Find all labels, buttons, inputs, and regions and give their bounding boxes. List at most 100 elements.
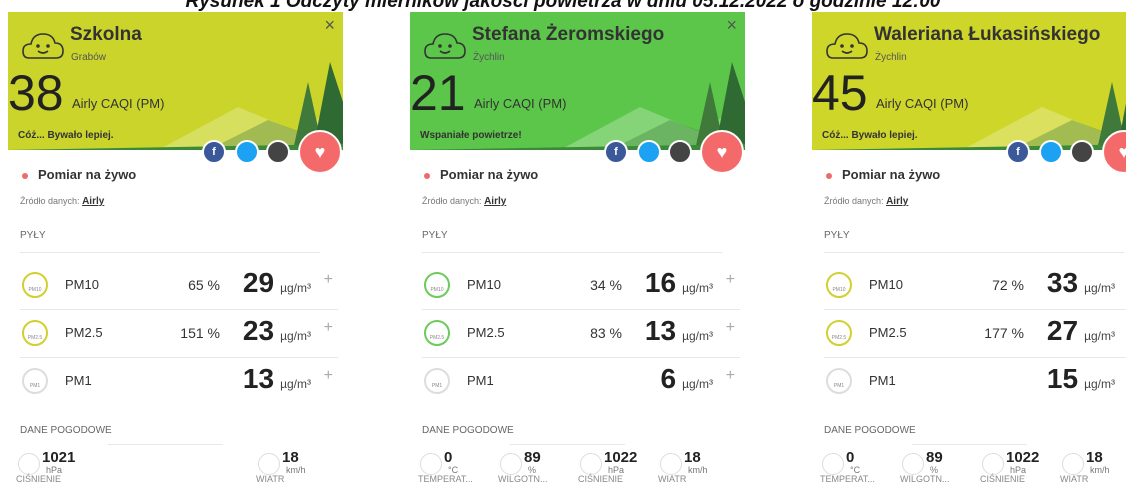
weather-value: 0 (846, 449, 854, 466)
expand-button[interactable]: + (726, 319, 735, 337)
twitter-button[interactable] (1039, 140, 1063, 164)
expand-button[interactable]: + (324, 319, 333, 337)
caqi-value: 21 (410, 64, 466, 122)
row-rule (20, 309, 338, 310)
section-header: PYŁY (422, 230, 448, 241)
pm-icon: PM1 (826, 368, 852, 394)
live-indicator: Pomiar na żywo (424, 167, 538, 182)
pm-unit: µg/m³ (1084, 281, 1115, 295)
pm-icon: PM2.5 (826, 320, 852, 346)
caqi-label: Airly CAQI (PM) (474, 96, 566, 111)
live-indicator: Pomiar na żywo (22, 167, 136, 182)
pm-name: PM10 (65, 277, 99, 292)
source-link[interactable]: Airly (82, 196, 104, 207)
weather-item: 89%WILGOTN... (900, 449, 980, 485)
weather-item: 1022hPaCIŚNIENIE (578, 449, 658, 485)
pm-icon-label: PM10 (832, 287, 845, 293)
pm-value: 33 (1047, 267, 1078, 298)
weather-icon (660, 453, 682, 475)
pm-icon-label: PM2.5 (430, 335, 444, 341)
share-button[interactable] (668, 140, 692, 164)
pm-icon: PM2.5 (424, 320, 450, 346)
source-label: Źródło danych: (824, 196, 884, 206)
weather-icon (580, 453, 602, 475)
pm-value: 13 (645, 315, 676, 346)
favorite-button[interactable]: ♥ (298, 130, 342, 174)
pm-icon-label: PM1 (432, 383, 442, 389)
section-header: PYŁY (824, 230, 850, 241)
row-rule (20, 357, 338, 358)
expand-button[interactable]: + (324, 367, 333, 385)
pm-value: 29 (243, 267, 274, 298)
weather-value: 0 (444, 449, 452, 466)
pm-icon-label: PM2.5 (832, 335, 846, 341)
weather-label: WILGOTN... (498, 474, 548, 484)
expand-button[interactable]: + (324, 271, 333, 289)
weather-icon (500, 453, 522, 475)
data-source: Źródło danych: Airly (20, 196, 104, 207)
facebook-button[interactable]: f (604, 140, 628, 164)
source-link[interactable]: Airly (886, 196, 908, 207)
card-header: Waleriana ŁukasińskiegoŻychlin45Airly CA… (812, 12, 1126, 150)
facebook-button[interactable]: f (1006, 140, 1030, 164)
station-name: Stefana Żeromskiego (472, 24, 664, 46)
pm-name: PM2.5 (65, 325, 103, 340)
pm-icon: PM10 (424, 272, 450, 298)
pm-unit: µg/m³ (1084, 377, 1115, 391)
pm-value: 15 (1047, 363, 1078, 394)
caqi-value: 38 (8, 64, 64, 122)
station-name: Waleriana Łukasińskiego (874, 24, 1100, 46)
close-button[interactable]: × (324, 15, 335, 36)
expand-button[interactable]: + (726, 271, 735, 289)
pm-reading: 29µg/m³ (243, 267, 311, 299)
section-rule (422, 252, 722, 253)
facebook-button[interactable]: f (202, 140, 226, 164)
pm-unit: µg/m³ (1084, 329, 1115, 343)
weather-label: WIATR (658, 474, 686, 484)
favorite-button[interactable]: ♥ (700, 130, 744, 174)
station-location: Żychlin (875, 52, 907, 63)
expand-button[interactable]: + (726, 367, 735, 385)
source-link[interactable]: Airly (484, 196, 506, 207)
weather-icon (18, 453, 40, 475)
pm-icon-label: PM2.5 (28, 335, 42, 341)
share-button[interactable] (266, 140, 290, 164)
pm-reading: 27µg/m³ (1047, 315, 1115, 347)
row-rule (824, 309, 1126, 310)
close-button[interactable]: × (726, 15, 737, 36)
twitter-button[interactable] (637, 140, 661, 164)
station-card: SzkolnaGrabów38Airly CAQI (PM)Cóż... Byw… (8, 12, 343, 486)
pm-unit: µg/m³ (280, 329, 311, 343)
pm-icon-label: PM1 (30, 383, 40, 389)
weather-label: TEMPERAT... (820, 474, 875, 484)
pm-name: PM10 (869, 277, 903, 292)
caqi-message: Cóż... Bywało lepiej. (18, 130, 114, 141)
section-rule (108, 444, 223, 445)
weather-icon (420, 453, 442, 475)
weather-item: 0°CTEMPERAT... (820, 449, 900, 485)
twitter-button[interactable] (235, 140, 259, 164)
weather-value: 18 (1086, 449, 1103, 466)
share-button[interactable] (1070, 140, 1094, 164)
pm-name: PM2.5 (467, 325, 505, 340)
station-card: Stefana ŻeromskiegoŻychlin21Airly CAQI (… (410, 12, 745, 486)
pm-percent: 65 % (140, 277, 220, 293)
pm-name: PM1 (65, 373, 92, 388)
weather-item: 0°CTEMPERAT... (418, 449, 498, 485)
weather-icon (258, 453, 280, 475)
pm-icon: PM1 (22, 368, 48, 394)
weather-label: WILGOTN... (900, 474, 950, 484)
pm-percent: 34 % (542, 277, 622, 293)
pm-reading: 13 µg/m³ (645, 315, 713, 347)
pm-name: PM1 (467, 373, 494, 388)
pm-unit: µg/m³ (682, 377, 713, 391)
caqi-label: Airly CAQI (PM) (876, 96, 968, 111)
data-source: Źródło danych: Airly (824, 196, 908, 207)
section-rule (510, 444, 625, 445)
pm-unit: µg/m³ (682, 329, 713, 343)
weather-item: 89%WILGOTN... (498, 449, 578, 485)
section-rule (912, 444, 1027, 445)
